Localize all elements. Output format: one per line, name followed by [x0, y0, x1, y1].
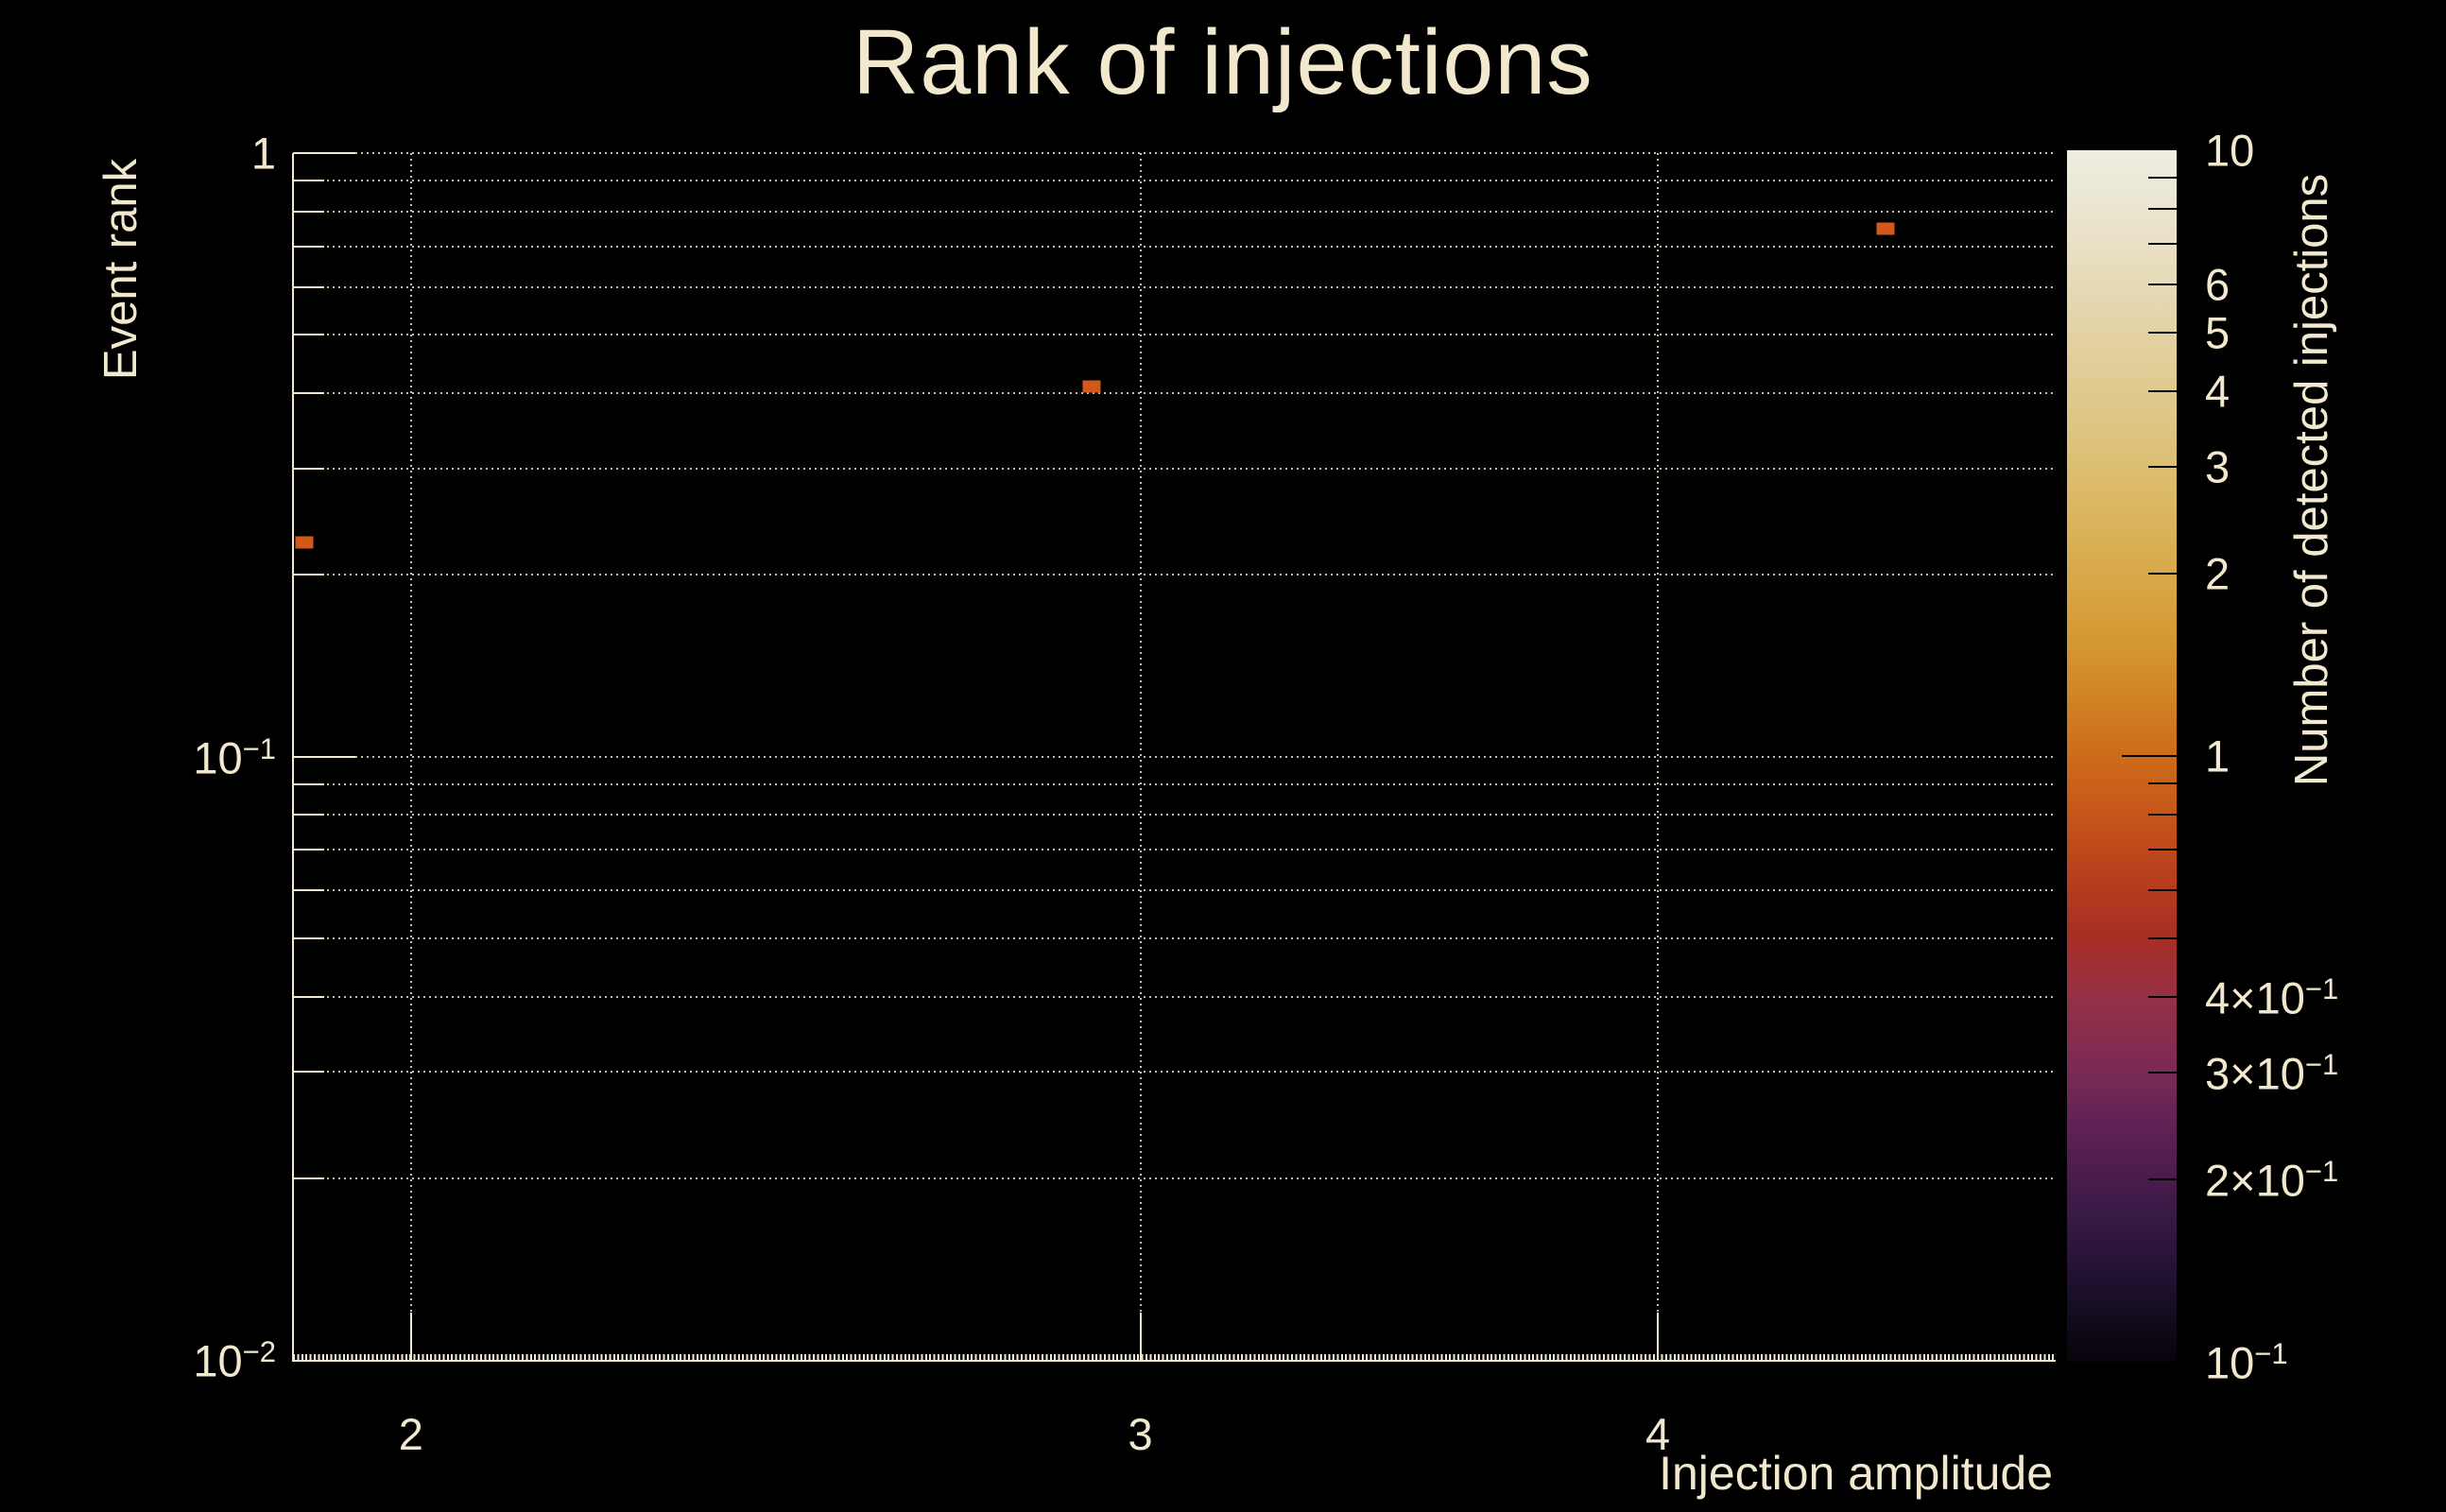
y-axis-tick: [294, 889, 324, 892]
colorbar-tick-label: 10−1: [2205, 1336, 2288, 1388]
y-tick-label: 10−1: [193, 731, 276, 782]
x-gridline: [409, 153, 412, 1360]
colorbar-tick: [2148, 889, 2177, 892]
y-gridline: [293, 1177, 2056, 1179]
y-gridline: [293, 467, 2056, 470]
colorbar-tick-label: 4: [2205, 366, 2231, 417]
colorbar-tick: [2148, 573, 2177, 576]
colorbar-tick-label: 6: [2205, 259, 2231, 310]
y-axis-tick: [294, 152, 355, 154]
colorbar-tick: [2148, 243, 2177, 246]
y-axis-tick: [294, 755, 355, 758]
x-axis-tick: [1139, 1313, 1142, 1360]
colorbar-tick: [2148, 849, 2177, 851]
y-gridline: [293, 334, 2056, 336]
y-gridline: [293, 245, 2056, 248]
y-axis-tick: [294, 936, 324, 939]
x-tick-label: 3: [1128, 1409, 1153, 1459]
y-gridline: [293, 782, 2056, 785]
x-tick-label: 4: [1645, 1409, 1671, 1459]
colorbar-tick: [2148, 208, 2177, 211]
y-axis-tick: [294, 574, 324, 576]
colorbar-tick-label: 3×10−1: [2205, 1047, 2339, 1099]
colorbar-tick: [2148, 177, 2177, 180]
y-axis-label: Event rank: [95, 158, 146, 381]
y-axis-tick: [294, 210, 324, 213]
colorbar-tick: [2148, 1178, 2177, 1181]
x-axis-minor-ticks: [293, 1354, 2056, 1360]
colorbar-tick: [2148, 782, 2177, 785]
y-gridline: [293, 814, 2056, 816]
x-axis-tick: [409, 1313, 412, 1360]
x-gridline: [1139, 153, 1142, 1360]
x-axis-tick: [1657, 1313, 1660, 1360]
colorbar-tick: [2148, 466, 2177, 469]
y-gridline: [293, 995, 2056, 998]
y-axis-tick: [294, 334, 324, 336]
colorbar-tick: [2148, 390, 2177, 393]
chart-title: Rank of injections: [853, 10, 1593, 113]
y-tick-label: 10−2: [193, 1334, 276, 1386]
colorbar-tick: [2148, 996, 2177, 999]
x-tick-label: 2: [398, 1409, 423, 1459]
y-gridline: [293, 180, 2056, 182]
y-axis-tick: [294, 782, 324, 785]
colorbar-tick: [2148, 284, 2177, 286]
y-axis-tick: [294, 995, 324, 998]
colorbar-tick-label: 2×10−1: [2205, 1154, 2339, 1206]
y-gridline: [293, 392, 2056, 395]
x-axis-line: [293, 1360, 2056, 1362]
colorbar-tick-label: 3: [2205, 441, 2231, 492]
y-gridline: [293, 755, 2056, 758]
colorbar-tick: [2148, 331, 2177, 334]
colorbar-tick: [2148, 814, 2177, 816]
y-axis-tick: [294, 285, 324, 288]
y-axis-tick: [294, 814, 324, 816]
y-gridline: [293, 210, 2056, 213]
data-point: [1082, 380, 1101, 393]
y-tick-label: 1: [250, 128, 276, 179]
y-axis-line: [292, 153, 294, 1362]
y-gridline: [293, 889, 2056, 892]
colorbar-tick: [2148, 1072, 2177, 1074]
colorbar-tick-label: 5: [2205, 307, 2231, 358]
colorbar-tick-label: 4×10−1: [2205, 971, 2339, 1023]
colorbar-tick: [2148, 936, 2177, 939]
y-gridline: [293, 285, 2056, 288]
y-gridline: [293, 849, 2056, 851]
colorbar-tick-label: 2: [2205, 548, 2231, 599]
y-gridline: [293, 1071, 2056, 1074]
y-gridline: [293, 152, 2056, 154]
y-axis-tick: [294, 245, 324, 248]
y-axis-tick: [294, 467, 324, 470]
colorbar-label: Number of detected injections: [2286, 173, 2337, 787]
y-axis-tick: [294, 1177, 324, 1179]
x-axis-label: Injection amplitude: [1659, 1447, 2053, 1500]
colorbar-tick-label: 1: [2205, 730, 2231, 782]
y-axis-tick: [294, 180, 324, 182]
x-gridline: [1657, 153, 1660, 1360]
colorbar-major-tick: [2122, 755, 2177, 757]
y-gridline: [293, 574, 2056, 576]
colorbar-tick-label: 10: [2205, 125, 2255, 176]
data-point: [295, 536, 314, 549]
y-gridline: [293, 936, 2056, 939]
y-axis-tick: [294, 1071, 324, 1074]
y-axis-tick: [294, 849, 324, 851]
data-point: [1876, 222, 1895, 235]
y-axis-tick: [294, 392, 324, 395]
